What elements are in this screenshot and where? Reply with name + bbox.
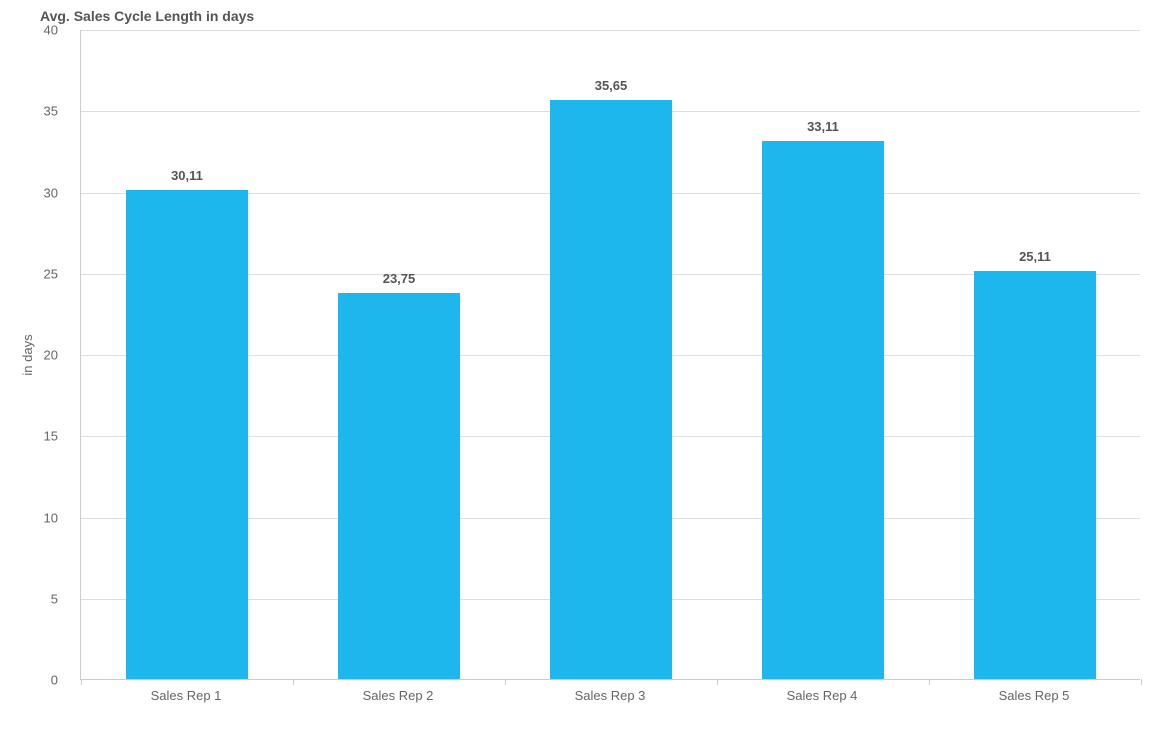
- y-tick-label: 0: [51, 673, 58, 688]
- bar-value-label: 33,11: [762, 119, 885, 134]
- plot-area: 30,11 23,75 35,65 33,11 25,11: [80, 30, 1140, 680]
- y-tick-label: 40: [44, 23, 58, 38]
- x-tick: [717, 679, 718, 685]
- x-tick: [1141, 679, 1142, 685]
- bar-value-label: 30,11: [126, 168, 249, 183]
- x-tick: [293, 679, 294, 685]
- y-tick-label: 30: [44, 185, 58, 200]
- x-tick-label: Sales Rep 2: [363, 688, 434, 703]
- x-tick: [81, 679, 82, 685]
- y-tick-label: 20: [44, 348, 58, 363]
- bar: 33,11: [762, 141, 885, 679]
- chart-container: 0510152025303540 in days 30,1123,7535,65…: [40, 30, 1140, 720]
- x-tick: [505, 679, 506, 685]
- bar-value-label: 35,65: [550, 78, 673, 93]
- x-tick: [929, 679, 930, 685]
- y-axis-title: in days: [20, 334, 35, 375]
- x-tick-label: Sales Rep 3: [575, 688, 646, 703]
- x-tick-label: Sales Rep 1: [151, 688, 222, 703]
- bar-value-label: 23,75: [338, 271, 461, 286]
- y-tick-label: 5: [51, 591, 58, 606]
- chart-title: Avg. Sales Cycle Length in days: [40, 8, 254, 24]
- bar: 25,11: [974, 271, 1097, 679]
- bar-value-label: 25,11: [974, 249, 1097, 264]
- x-tick-label: Sales Rep 5: [999, 688, 1070, 703]
- y-tick-label: 15: [44, 429, 58, 444]
- bar: 35,65: [550, 100, 673, 679]
- y-tick-label: 25: [44, 266, 58, 281]
- bars-layer: 30,11 23,75 35,65 33,11 25,11: [81, 30, 1140, 679]
- y-tick-label: 10: [44, 510, 58, 525]
- bar: 23,75: [338, 293, 461, 679]
- bar: 30,11: [126, 190, 249, 679]
- x-tick-label: Sales Rep 4: [787, 688, 858, 703]
- y-tick-label: 35: [44, 104, 58, 119]
